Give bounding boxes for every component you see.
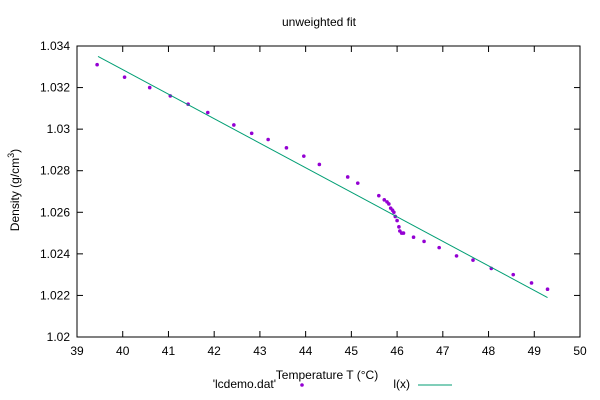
data-point — [122, 75, 127, 79]
x-axis-label: Temperature T (°C) — [276, 368, 378, 382]
x-tick-label: 48 — [482, 344, 496, 358]
data-point — [355, 181, 360, 185]
y-tick-label: 1.02 — [47, 330, 71, 344]
data-point — [422, 239, 426, 244]
data-point — [395, 218, 399, 223]
y-axis-label: Density (g/cm3) — [6, 149, 22, 231]
data-point — [392, 210, 396, 215]
x-tick-label: 49 — [528, 344, 542, 358]
data-point — [284, 146, 289, 150]
data-point — [377, 193, 381, 198]
data-point — [205, 110, 210, 115]
x-tick-label: 47 — [436, 344, 450, 358]
legend: 'lcdemo.dat' l(x) — [213, 377, 452, 391]
x-tick-label: 50 — [573, 344, 587, 358]
fit-line — [97, 55, 548, 298]
data-point — [382, 198, 387, 202]
data-point — [511, 272, 516, 277]
y-tick-label: 1.024 — [40, 247, 70, 261]
y-tick-label: 1.03 — [47, 122, 71, 136]
y-tick-label: 1.032 — [40, 81, 70, 95]
data-point — [401, 231, 406, 235]
legend-label-lcdemo: 'lcdemo.dat' — [213, 377, 276, 391]
data-point — [249, 131, 254, 136]
y-axis-label-close: ) — [8, 149, 22, 153]
plot-border — [76, 45, 581, 338]
y-tick-label: 1.026 — [40, 205, 70, 219]
data-point — [95, 62, 99, 67]
data-point — [387, 202, 391, 206]
data-point — [545, 287, 550, 291]
data-point — [302, 154, 306, 158]
x-tick-label: 46 — [390, 344, 404, 358]
data-point — [147, 85, 152, 90]
x-tick-label: 42 — [208, 344, 222, 358]
data-point — [437, 245, 441, 250]
data-point — [345, 175, 350, 179]
chart-title: unweighted fit — [282, 15, 357, 29]
y-tick-label: 1.028 — [40, 164, 70, 178]
x-tick-label: 45 — [345, 344, 359, 358]
y-tick-label: 1.022 — [40, 288, 70, 302]
data-point — [454, 254, 459, 258]
data-point — [471, 258, 475, 262]
x-tick-label: 40 — [116, 344, 130, 358]
data-point — [397, 225, 401, 229]
data-point — [529, 281, 534, 285]
y-axis-label-main: Density (g/cm — [8, 158, 22, 231]
x-tick-label: 44 — [299, 344, 313, 358]
x-tick-label: 41 — [162, 344, 176, 358]
legend-label-lx: l(x) — [393, 377, 410, 391]
data-point — [266, 137, 270, 142]
series-layer — [95, 55, 550, 298]
data-point — [317, 162, 322, 167]
y-axis-label-superscript: 3 — [6, 153, 16, 158]
legend-marker-lcdemo — [300, 383, 304, 387]
x-tick-label: 43 — [253, 344, 267, 358]
axis-ticks: 39 40 41 42 43 44 45 46 47 48 49 50 1.02 1.022 1.024 1.… — [40, 39, 587, 358]
data-point — [232, 123, 236, 127]
data-point — [411, 235, 416, 240]
x-tick-label: 39 — [70, 344, 84, 358]
y-tick-label: 1.034 — [40, 39, 70, 53]
